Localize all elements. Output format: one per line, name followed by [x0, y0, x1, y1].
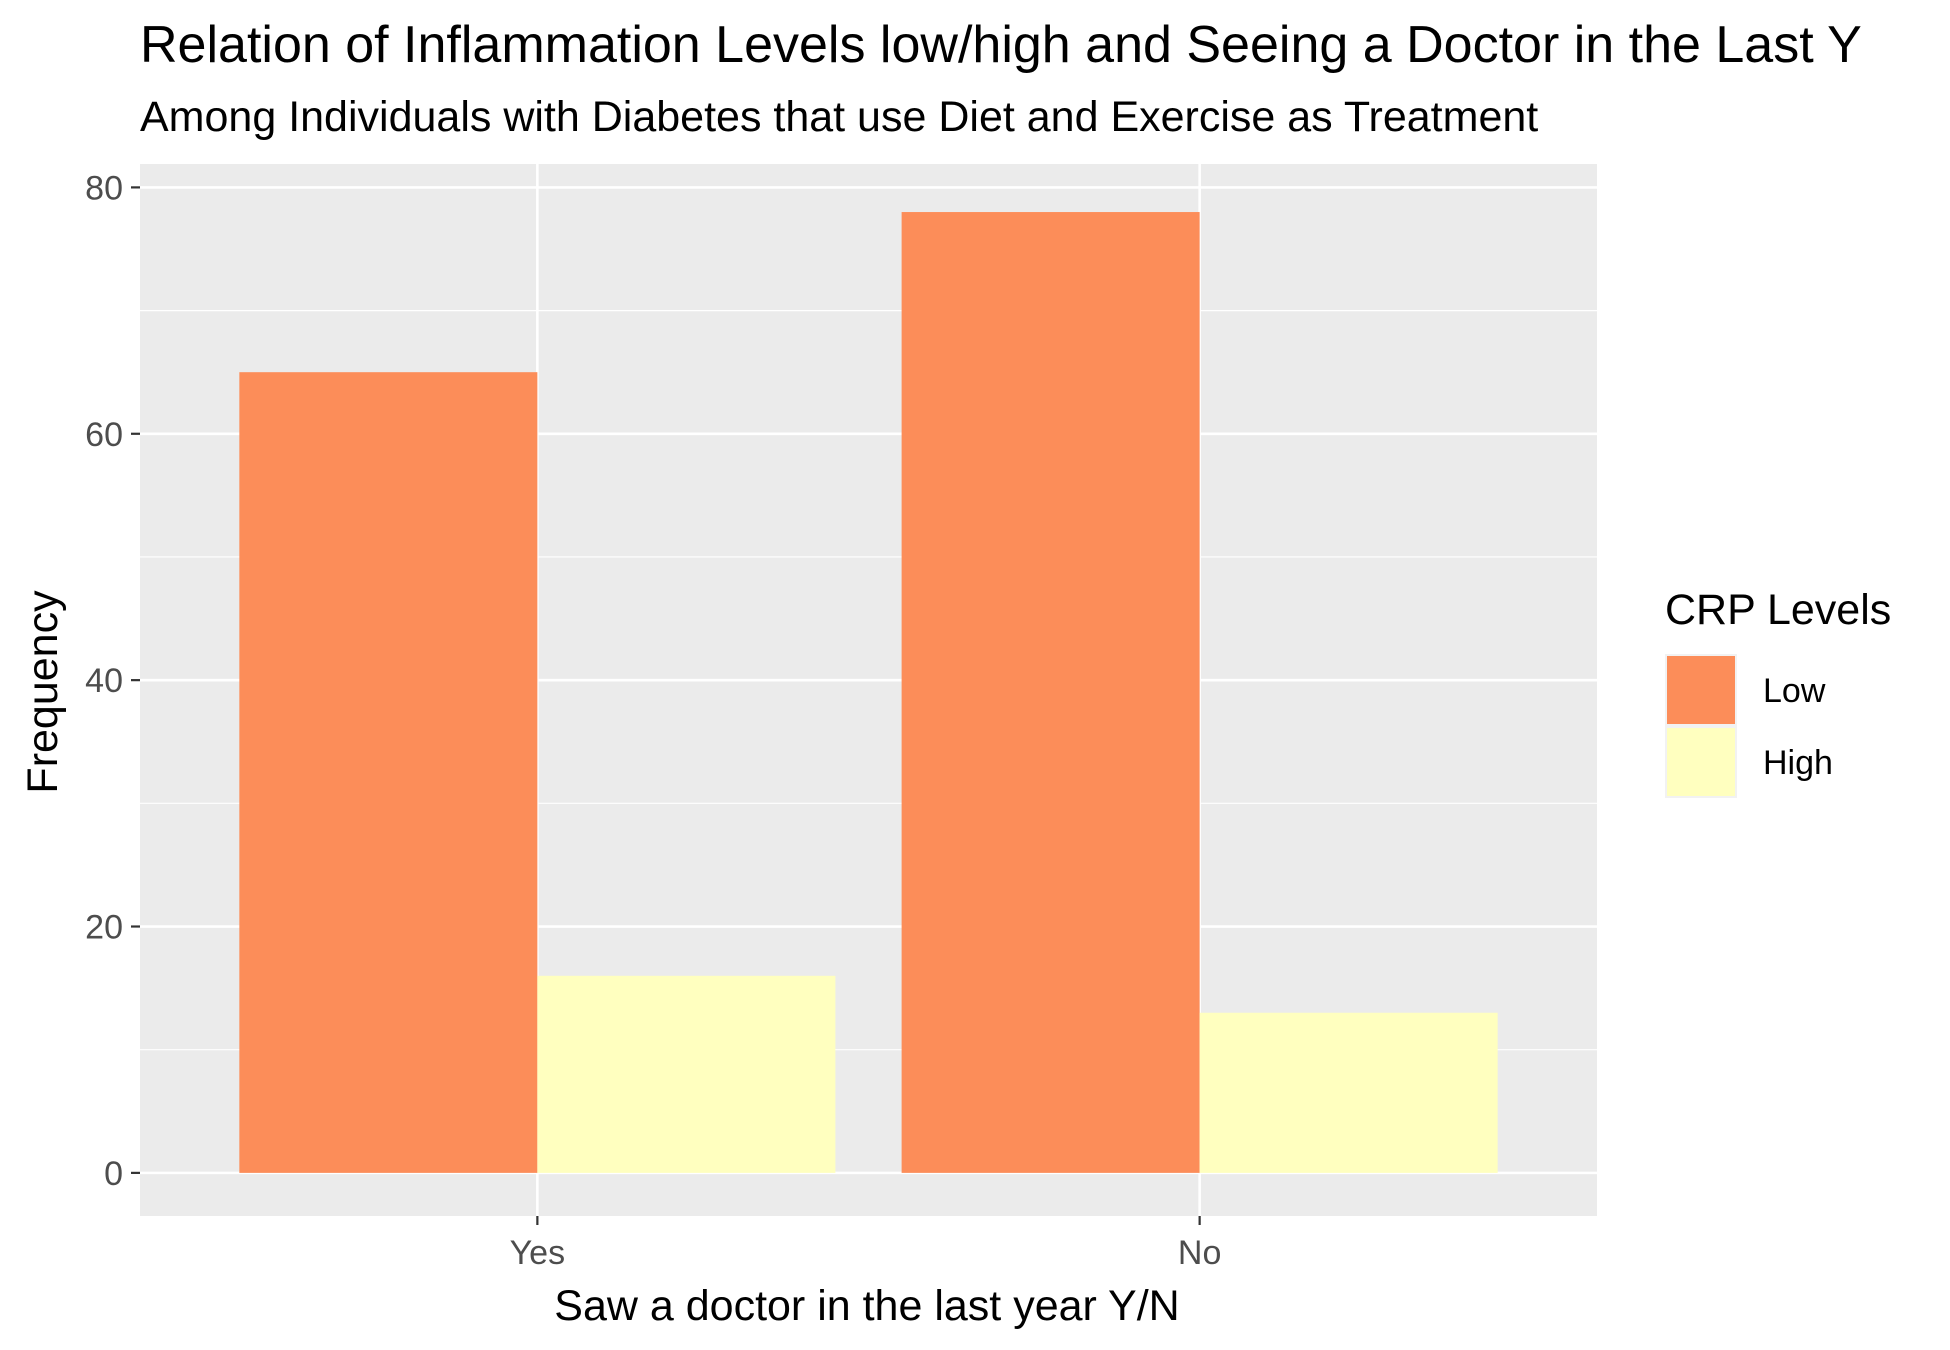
legend-label-high: High [1763, 744, 1833, 782]
x-axis-title: Saw a doctor in the last year Y/N [554, 1282, 1179, 1330]
chart-title: Relation of Inflammation Levels low/high… [140, 16, 1862, 74]
legend-label-low: Low [1763, 672, 1826, 710]
y-axis-title: Frequency [19, 590, 67, 794]
bar-low-yes [239, 372, 538, 1173]
y-tick-label: 60 [85, 416, 123, 454]
bar-high-no [1199, 1012, 1498, 1173]
bar-low-no [901, 212, 1200, 1173]
legend-swatch-low [1667, 656, 1735, 724]
legend-title: CRP Levels [1665, 586, 1891, 634]
axes: 0 20 40 60 80 Yes No [85, 169, 1221, 1272]
x-tick-label: Yes [510, 1234, 565, 1272]
y-tick-label: 0 [104, 1155, 123, 1193]
legend-items: Low High [1665, 654, 1833, 798]
y-tick-label: 80 [85, 169, 123, 207]
bar-high-yes [537, 975, 836, 1173]
chart-subtitle: Among Individuals with Diabetes that use… [140, 93, 1538, 141]
legend: CRP Levels Low High [1665, 586, 1891, 798]
bars [239, 212, 1498, 1173]
y-tick-label: 20 [85, 909, 123, 947]
y-tick-label: 40 [85, 662, 123, 700]
legend-swatch-high [1667, 728, 1735, 796]
x-tick-label: No [1178, 1234, 1221, 1272]
